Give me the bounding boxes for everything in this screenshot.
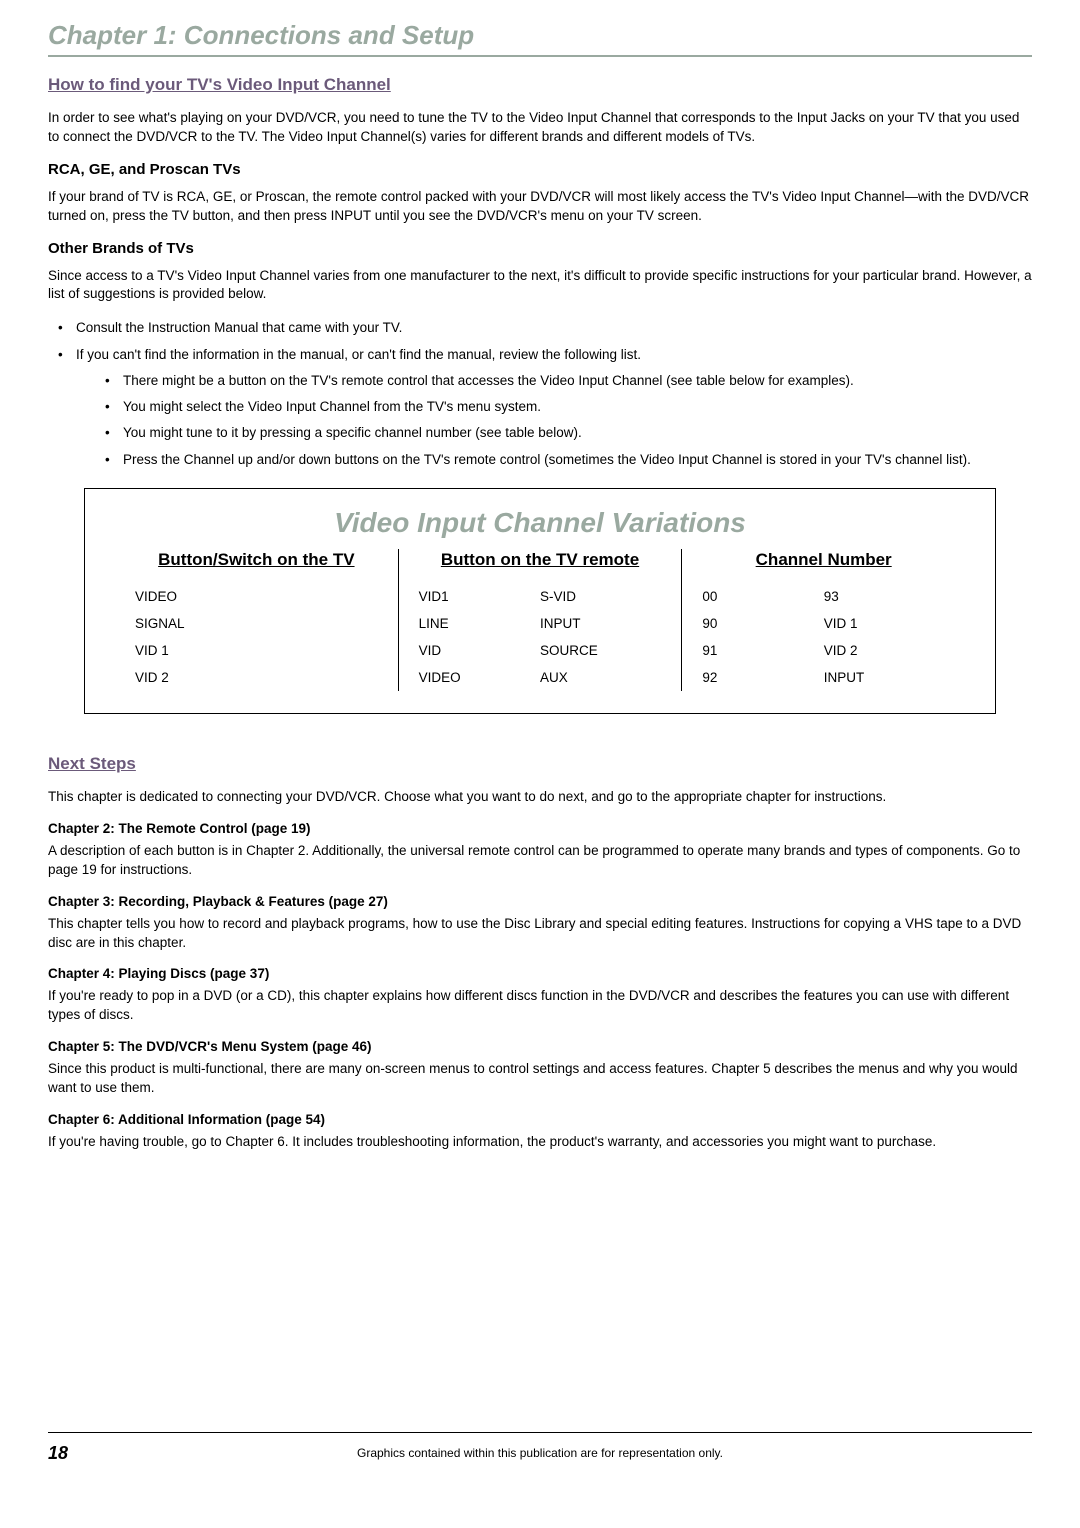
table-row: 90VID 1	[694, 610, 953, 637]
table-title: Video Input Channel Variations	[115, 507, 965, 539]
table-cell: 90	[702, 616, 823, 631]
page-number: 18	[48, 1443, 98, 1464]
list-item: You might tune to it by pressing a speci…	[103, 423, 1032, 443]
table-row: VID 1	[127, 637, 386, 664]
table-row: 92INPUT	[694, 664, 953, 691]
paragraph: This chapter tells you how to record and…	[48, 915, 1032, 953]
table-cell: INPUT	[540, 616, 661, 631]
list-item: If you can't find the information in the…	[56, 345, 1032, 365]
list-item: You might select the Video Input Channel…	[103, 397, 1032, 417]
table-row: SIGNAL	[127, 610, 386, 637]
table-cell: VID 2	[135, 670, 378, 685]
table-cell: VID 1	[824, 616, 945, 631]
list-item: There might be a button on the TV's remo…	[103, 371, 1032, 391]
section-heading-video-input: How to find your TV's Video Input Channe…	[48, 75, 1032, 95]
chapter-title: Chapter 1: Connections and Setup	[48, 20, 1032, 57]
section-heading-next-steps: Next Steps	[48, 754, 1032, 774]
col-header: Button/Switch on the TV	[127, 549, 386, 571]
table-cell: VID	[419, 643, 540, 658]
chapter-ref-title: Chapter 2: The Remote Control (page 19)	[48, 821, 1032, 836]
table-row: VIDEOAUX	[411, 664, 670, 691]
bullet-list: Consult the Instruction Manual that came…	[48, 318, 1032, 365]
table-cell: 00	[702, 589, 823, 604]
paragraph: If you're having trouble, go to Chapter …	[48, 1133, 1032, 1152]
table-cell: S-VID	[540, 589, 661, 604]
table-columns: Button/Switch on the TV VIDEO SIGNAL VID…	[115, 549, 965, 691]
paragraph: This chapter is dedicated to connecting …	[48, 788, 1032, 807]
table-cell: 92	[702, 670, 823, 685]
chapter-ref-title: Chapter 6: Additional Information (page …	[48, 1112, 1032, 1127]
table-cell: AUX	[540, 670, 661, 685]
variations-table: Video Input Channel Variations Button/Sw…	[84, 488, 996, 714]
paragraph: Since this product is multi-functional, …	[48, 1060, 1032, 1098]
table-cell: VIDEO	[135, 589, 378, 604]
table-row: VID 2	[127, 664, 386, 691]
chapter-ref-title: Chapter 3: Recording, Playback & Feature…	[48, 894, 1032, 909]
table-col-channel-number: Channel Number 0093 90VID 1 91VID 2 92IN…	[681, 549, 965, 691]
table-col-button-remote: Button on the TV remote VID1S-VID LINEIN…	[398, 549, 682, 691]
paragraph: If you're ready to pop in a DVD (or a CD…	[48, 987, 1032, 1025]
table-cell: VID 1	[135, 643, 378, 658]
list-item: Consult the Instruction Manual that came…	[56, 318, 1032, 338]
col-header: Button on the TV remote	[411, 549, 670, 571]
table-row: VIDEO	[127, 583, 386, 610]
paragraph: If your brand of TV is RCA, GE, or Prosc…	[48, 188, 1032, 226]
page-footer: 18 Graphics contained within this public…	[48, 1432, 1032, 1464]
chapter-ref-title: Chapter 5: The DVD/VCR's Menu System (pa…	[48, 1039, 1032, 1054]
paragraph: In order to see what's playing on your D…	[48, 109, 1032, 147]
table-col-button-switch: Button/Switch on the TV VIDEO SIGNAL VID…	[115, 549, 398, 691]
sub-heading-other: Other Brands of TVs	[48, 240, 1032, 257]
table-cell: VID 2	[824, 643, 945, 658]
table-cell: INPUT	[824, 670, 945, 685]
table-cell: 91	[702, 643, 823, 658]
table-row: VIDSOURCE	[411, 637, 670, 664]
table-row: VID1S-VID	[411, 583, 670, 610]
table-row: 0093	[694, 583, 953, 610]
footer-text: Graphics contained within this publicati…	[98, 1446, 982, 1460]
paragraph: A description of each button is in Chapt…	[48, 842, 1032, 880]
sub-heading-rca: RCA, GE, and Proscan TVs	[48, 161, 1032, 178]
table-cell: LINE	[419, 616, 540, 631]
chapter-ref-title: Chapter 4: Playing Discs (page 37)	[48, 966, 1032, 981]
bullet-list-nested: There might be a button on the TV's remo…	[48, 371, 1032, 470]
table-cell: SIGNAL	[135, 616, 378, 631]
table-row: 91VID 2	[694, 637, 953, 664]
paragraph: Since access to a TV's Video Input Chann…	[48, 267, 1032, 305]
table-cell: VID1	[419, 589, 540, 604]
col-header: Channel Number	[694, 549, 953, 571]
list-item: Press the Channel up and/or down buttons…	[103, 450, 1032, 470]
table-row: LINEINPUT	[411, 610, 670, 637]
table-cell: VIDEO	[419, 670, 540, 685]
table-cell: SOURCE	[540, 643, 661, 658]
table-cell: 93	[824, 589, 945, 604]
